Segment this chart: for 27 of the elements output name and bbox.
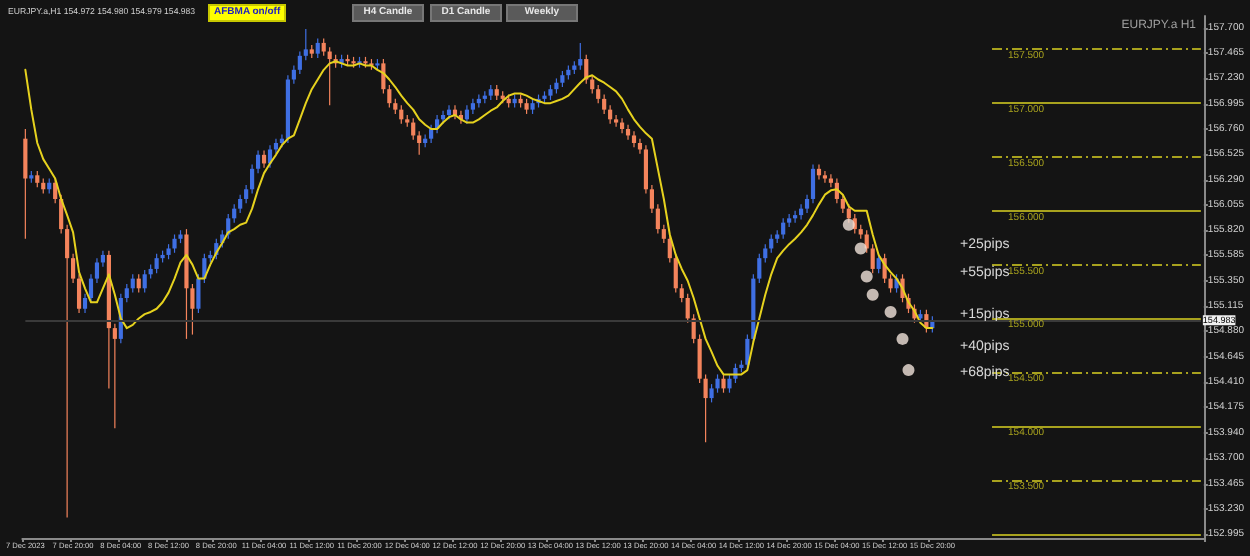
candlestick xyxy=(793,210,798,224)
candlestick xyxy=(399,104,404,125)
candlestick xyxy=(23,128,28,240)
candlestick xyxy=(130,273,135,294)
candlestick xyxy=(721,373,726,394)
candlestick xyxy=(781,217,786,240)
point xyxy=(854,242,867,255)
candlestick xyxy=(464,104,470,125)
candlestick xyxy=(172,233,177,254)
candlestick xyxy=(596,84,601,104)
candlestick xyxy=(154,253,159,274)
candlestick xyxy=(769,233,774,254)
point xyxy=(842,218,855,231)
candlestick xyxy=(136,273,141,294)
candlestick xyxy=(315,38,320,59)
point xyxy=(884,305,897,318)
point xyxy=(860,270,873,283)
candlestick xyxy=(822,170,828,184)
candlestick xyxy=(142,269,147,294)
point xyxy=(902,364,915,377)
candlestick xyxy=(327,46,332,106)
candlestick xyxy=(757,253,762,284)
line-series xyxy=(24,60,934,376)
candlestick xyxy=(715,373,720,394)
point xyxy=(866,288,879,301)
candlestick xyxy=(578,42,583,71)
point xyxy=(896,332,909,345)
